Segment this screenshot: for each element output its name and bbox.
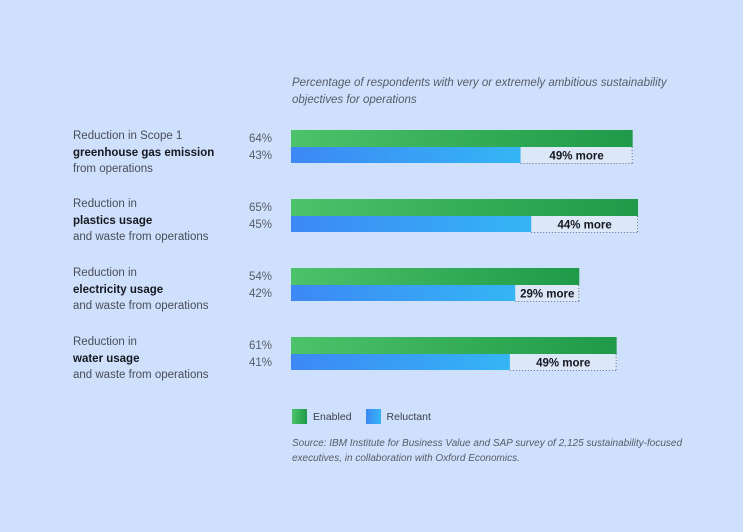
category-label-0-bold: greenhouse gas emission [73, 146, 215, 159]
bar-enabled [291, 199, 638, 216]
difference-region [515, 285, 580, 301]
bar-enabled [291, 268, 580, 285]
difference-label: 29% more [520, 289, 574, 301]
legend: Enabled Reluctant [292, 409, 445, 424]
legend-swatch-enabled [292, 409, 307, 424]
bar-reluctant [291, 354, 510, 370]
value-label-enabled: 65% [249, 202, 272, 214]
chart-title: Percentage of respondents with very or e… [292, 77, 667, 106]
category-label-1-bold: plastics usage [73, 214, 153, 227]
category-label-2: Reduction in electricity usage and waste… [73, 265, 243, 315]
bar-enabled [291, 130, 633, 147]
source-note: Source: IBM Institute for Business Value… [292, 438, 683, 464]
category-label-2-bold: electricity usage [73, 283, 164, 296]
difference-label: 49% more [549, 151, 603, 163]
value-label-reluctant: 43% [249, 150, 272, 162]
value-label-reluctant: 41% [249, 357, 272, 369]
value-label-enabled: 64% [249, 133, 272, 145]
difference-region [509, 354, 617, 370]
bar-enabled [291, 337, 617, 354]
category-label-3-line1: Reduction in [73, 336, 137, 348]
category-label-2-line3: and waste from operations [73, 300, 209, 312]
difference-label: 44% more [557, 220, 611, 232]
legend-item-reluctant: Reluctant [365, 409, 431, 424]
category-label-0-line3: from operations [73, 163, 153, 175]
category-label-1-line3: and waste from operations [73, 231, 209, 243]
difference-label: 49% more [536, 358, 590, 370]
category-label-2-line1: Reduction in [73, 267, 137, 279]
value-label-reluctant: 45% [249, 219, 272, 231]
difference-region [531, 216, 638, 232]
category-label-3-line3: and waste from operations [73, 369, 209, 381]
legend-label-reluctant: Reluctant [386, 410, 431, 423]
bar-reluctant [291, 147, 521, 163]
category-label-0-line1: Reduction in Scope 1 [73, 130, 183, 142]
difference-region [520, 147, 633, 163]
category-label-0: Reduction in Scope 1 greenhouse gas emis… [73, 128, 243, 178]
legend-swatch-reluctant [365, 409, 381, 424]
value-label-reluctant: 42% [249, 288, 272, 300]
value-label-enabled: 61% [249, 340, 272, 352]
category-label-1: Reduction in plastics usage and waste fr… [73, 196, 243, 246]
category-label-3-bold: water usage [73, 352, 140, 365]
legend-item-enabled: Enabled [292, 409, 352, 424]
value-label-enabled: 54% [249, 271, 272, 283]
category-label-3: Reduction in water usage and waste from … [73, 334, 243, 384]
bar-reluctant [291, 216, 532, 232]
category-label-1-line1: Reduction in [73, 198, 137, 210]
bar-reluctant [291, 285, 516, 301]
legend-label-enabled: Enabled [313, 410, 352, 423]
